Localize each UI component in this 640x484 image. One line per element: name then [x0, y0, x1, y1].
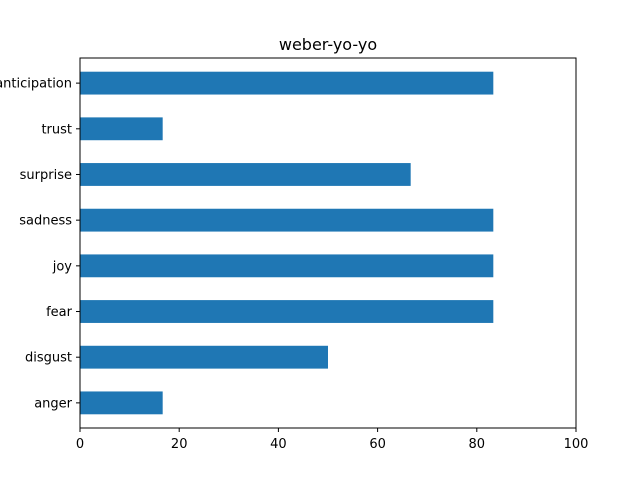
y-tick-label-surprise: surprise [20, 168, 72, 183]
x-tick-label-80: 80 [469, 437, 486, 452]
bars-layer [80, 71, 494, 415]
bar-fear [80, 300, 494, 323]
bar-joy [80, 254, 494, 278]
y-tick-label-fear: fear [46, 305, 73, 320]
y-tick-label-joy: joy [52, 259, 73, 274]
y-tick-label-sadness: sadness [19, 214, 72, 229]
x-axis: 0 20 40 60 80 100 [76, 428, 589, 452]
y-tick-label-trust: trust [41, 122, 72, 137]
x-tick-label-40: 40 [270, 437, 287, 452]
bar-anticipation [80, 71, 494, 95]
y-axis: anger disgust fear joy sadness surprise trust a… [0, 77, 80, 411]
chart-title: weber-yo-yo [279, 35, 377, 54]
bar-anger [80, 391, 163, 415]
bar-disgust [80, 345, 328, 369]
x-tick-label-0: 0 [76, 437, 84, 452]
x-tick-label-20: 20 [171, 437, 188, 452]
x-tick-label-60: 60 [369, 437, 386, 452]
y-tick-label-anticipation: anticipation [0, 77, 72, 92]
x-tick-label-100: 100 [564, 437, 589, 452]
plot-frame [79, 57, 577, 429]
y-tick-label-disgust: disgust [25, 351, 72, 366]
bar-surprise [80, 163, 411, 186]
bar-sadness [80, 208, 494, 232]
y-tick-label-anger: anger [34, 396, 72, 411]
bar-trust [80, 117, 163, 141]
